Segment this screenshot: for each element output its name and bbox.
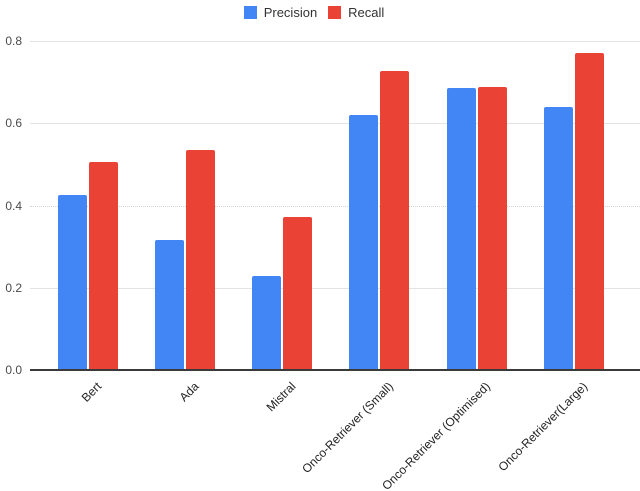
precision-swatch-icon [243, 6, 257, 19]
y-tick-label-0.0: 0.0 [5, 363, 22, 377]
bar-precision-bert [58, 195, 87, 370]
legend-item-precision: Precision [243, 5, 318, 20]
gridline-0.8 [30, 41, 640, 42]
bar-recall-mistral [283, 217, 313, 370]
legend-label-recall: Recall [348, 5, 385, 20]
y-tick-label-0.4: 0.4 [5, 198, 22, 213]
x-tick-label-onco-retriever-small: Onco-Retriever (Small) [298, 379, 396, 476]
y-tick-label-0.6: 0.6 [5, 116, 22, 131]
bar-precision-onco-retriever-large [543, 106, 573, 370]
x-tick-label-ada: Ada [176, 379, 202, 405]
x-tick-label-onco-retriever-optimised: Onco-Retriever (Optimised) [379, 379, 493, 491]
y-tick-label-0.8: 0.8 [5, 34, 22, 48]
x-axis-baseline-top [30, 369, 640, 371]
legend-item-recall: Recall [328, 5, 384, 20]
chart-legend: Precision Recall [0, 5, 628, 20]
gridline-0.6 [30, 123, 640, 125]
bar-recall-onco-retriever-optimised [477, 87, 507, 370]
bar-precision-onco-retriever-optimised [446, 88, 476, 370]
x-tick-label-mistral: Mistral [263, 379, 299, 415]
legend-label-precision: Precision [263, 5, 318, 20]
bar-precision-mistral [252, 276, 282, 370]
x-tick-label-bert: Bert [78, 379, 105, 405]
gridline-0.2 [30, 287, 640, 289]
bar-recall-ada [186, 149, 216, 370]
bar-recall-bert [89, 162, 118, 370]
recall-swatch-icon [328, 6, 342, 19]
bar-precision-ada [155, 240, 185, 370]
y-tick-label-0.2: 0.2 [5, 280, 22, 295]
bar-precision-onco-retriever-small [349, 115, 379, 370]
gridline-0.4 [30, 205, 640, 208]
bar-recall-onco-retriever-small [380, 71, 410, 370]
bar-recall-onco-retriever-large [574, 53, 604, 370]
x-tick-label-onco-retriever-large: Onco-Retriever(Large) [495, 379, 590, 475]
